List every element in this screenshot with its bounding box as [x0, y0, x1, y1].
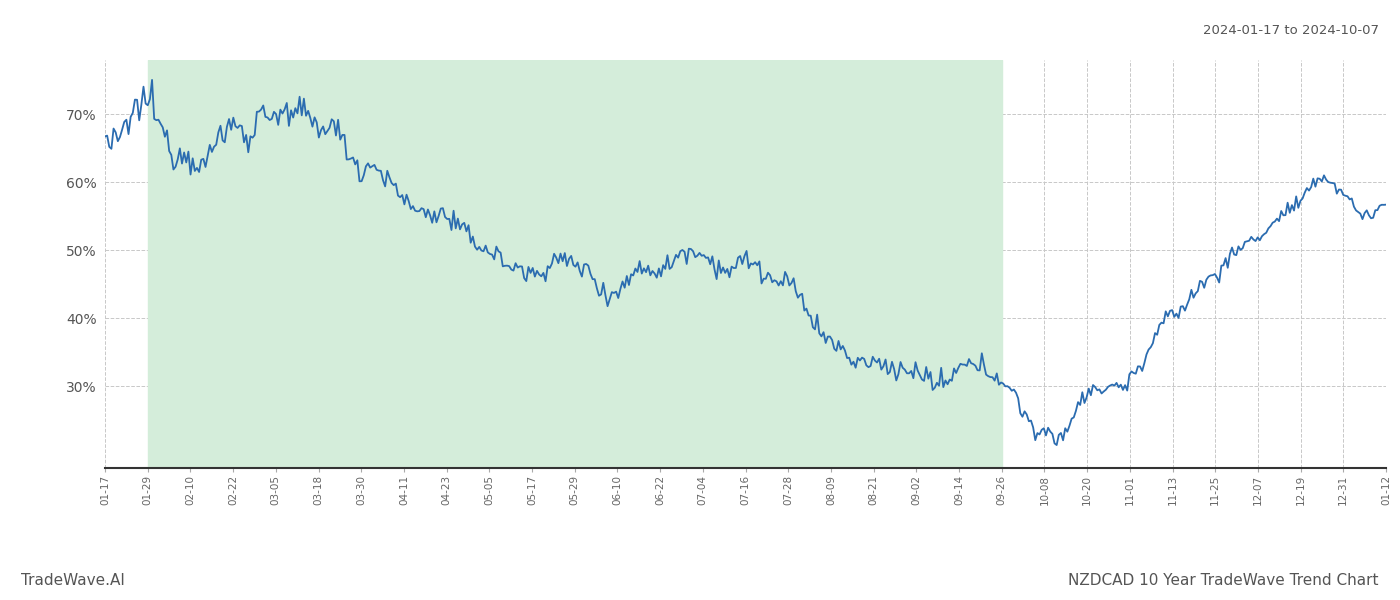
Text: NZDCAD 10 Year TradeWave Trend Chart: NZDCAD 10 Year TradeWave Trend Chart: [1068, 573, 1379, 588]
Text: 2024-01-17 to 2024-10-07: 2024-01-17 to 2024-10-07: [1203, 24, 1379, 37]
Text: TradeWave.AI: TradeWave.AI: [21, 573, 125, 588]
Bar: [148, 60, 1002, 468]
